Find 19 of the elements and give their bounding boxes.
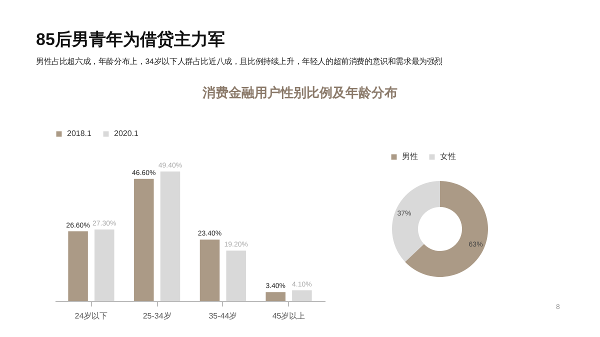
text: 消费金融用户性别比例及年龄分布 <box>202 84 398 102</box>
donut-slice <box>392 181 440 262</box>
x-tick-label: 24岁以下 <box>74 312 108 320</box>
bar <box>226 250 246 301</box>
bar <box>266 292 286 301</box>
bar <box>68 231 88 301</box>
chart-title: 85后男青年为借贷主力军 <box>36 29 225 51</box>
bar <box>134 178 154 301</box>
x-tick-label: 45岁以上 <box>272 312 306 320</box>
legend-label: 男性 <box>402 152 418 161</box>
legend-label: 2020.1 <box>114 129 140 138</box>
legend-label: 2018.1 <box>67 129 92 138</box>
bar <box>200 240 220 301</box>
x-tick-label: 35-44岁 <box>208 312 238 320</box>
legend-label: 女性 <box>440 152 456 161</box>
bar <box>160 172 180 301</box>
bar <box>292 290 312 301</box>
bar <box>94 229 114 301</box>
x-tick-label: 25-34岁 <box>142 312 172 320</box>
